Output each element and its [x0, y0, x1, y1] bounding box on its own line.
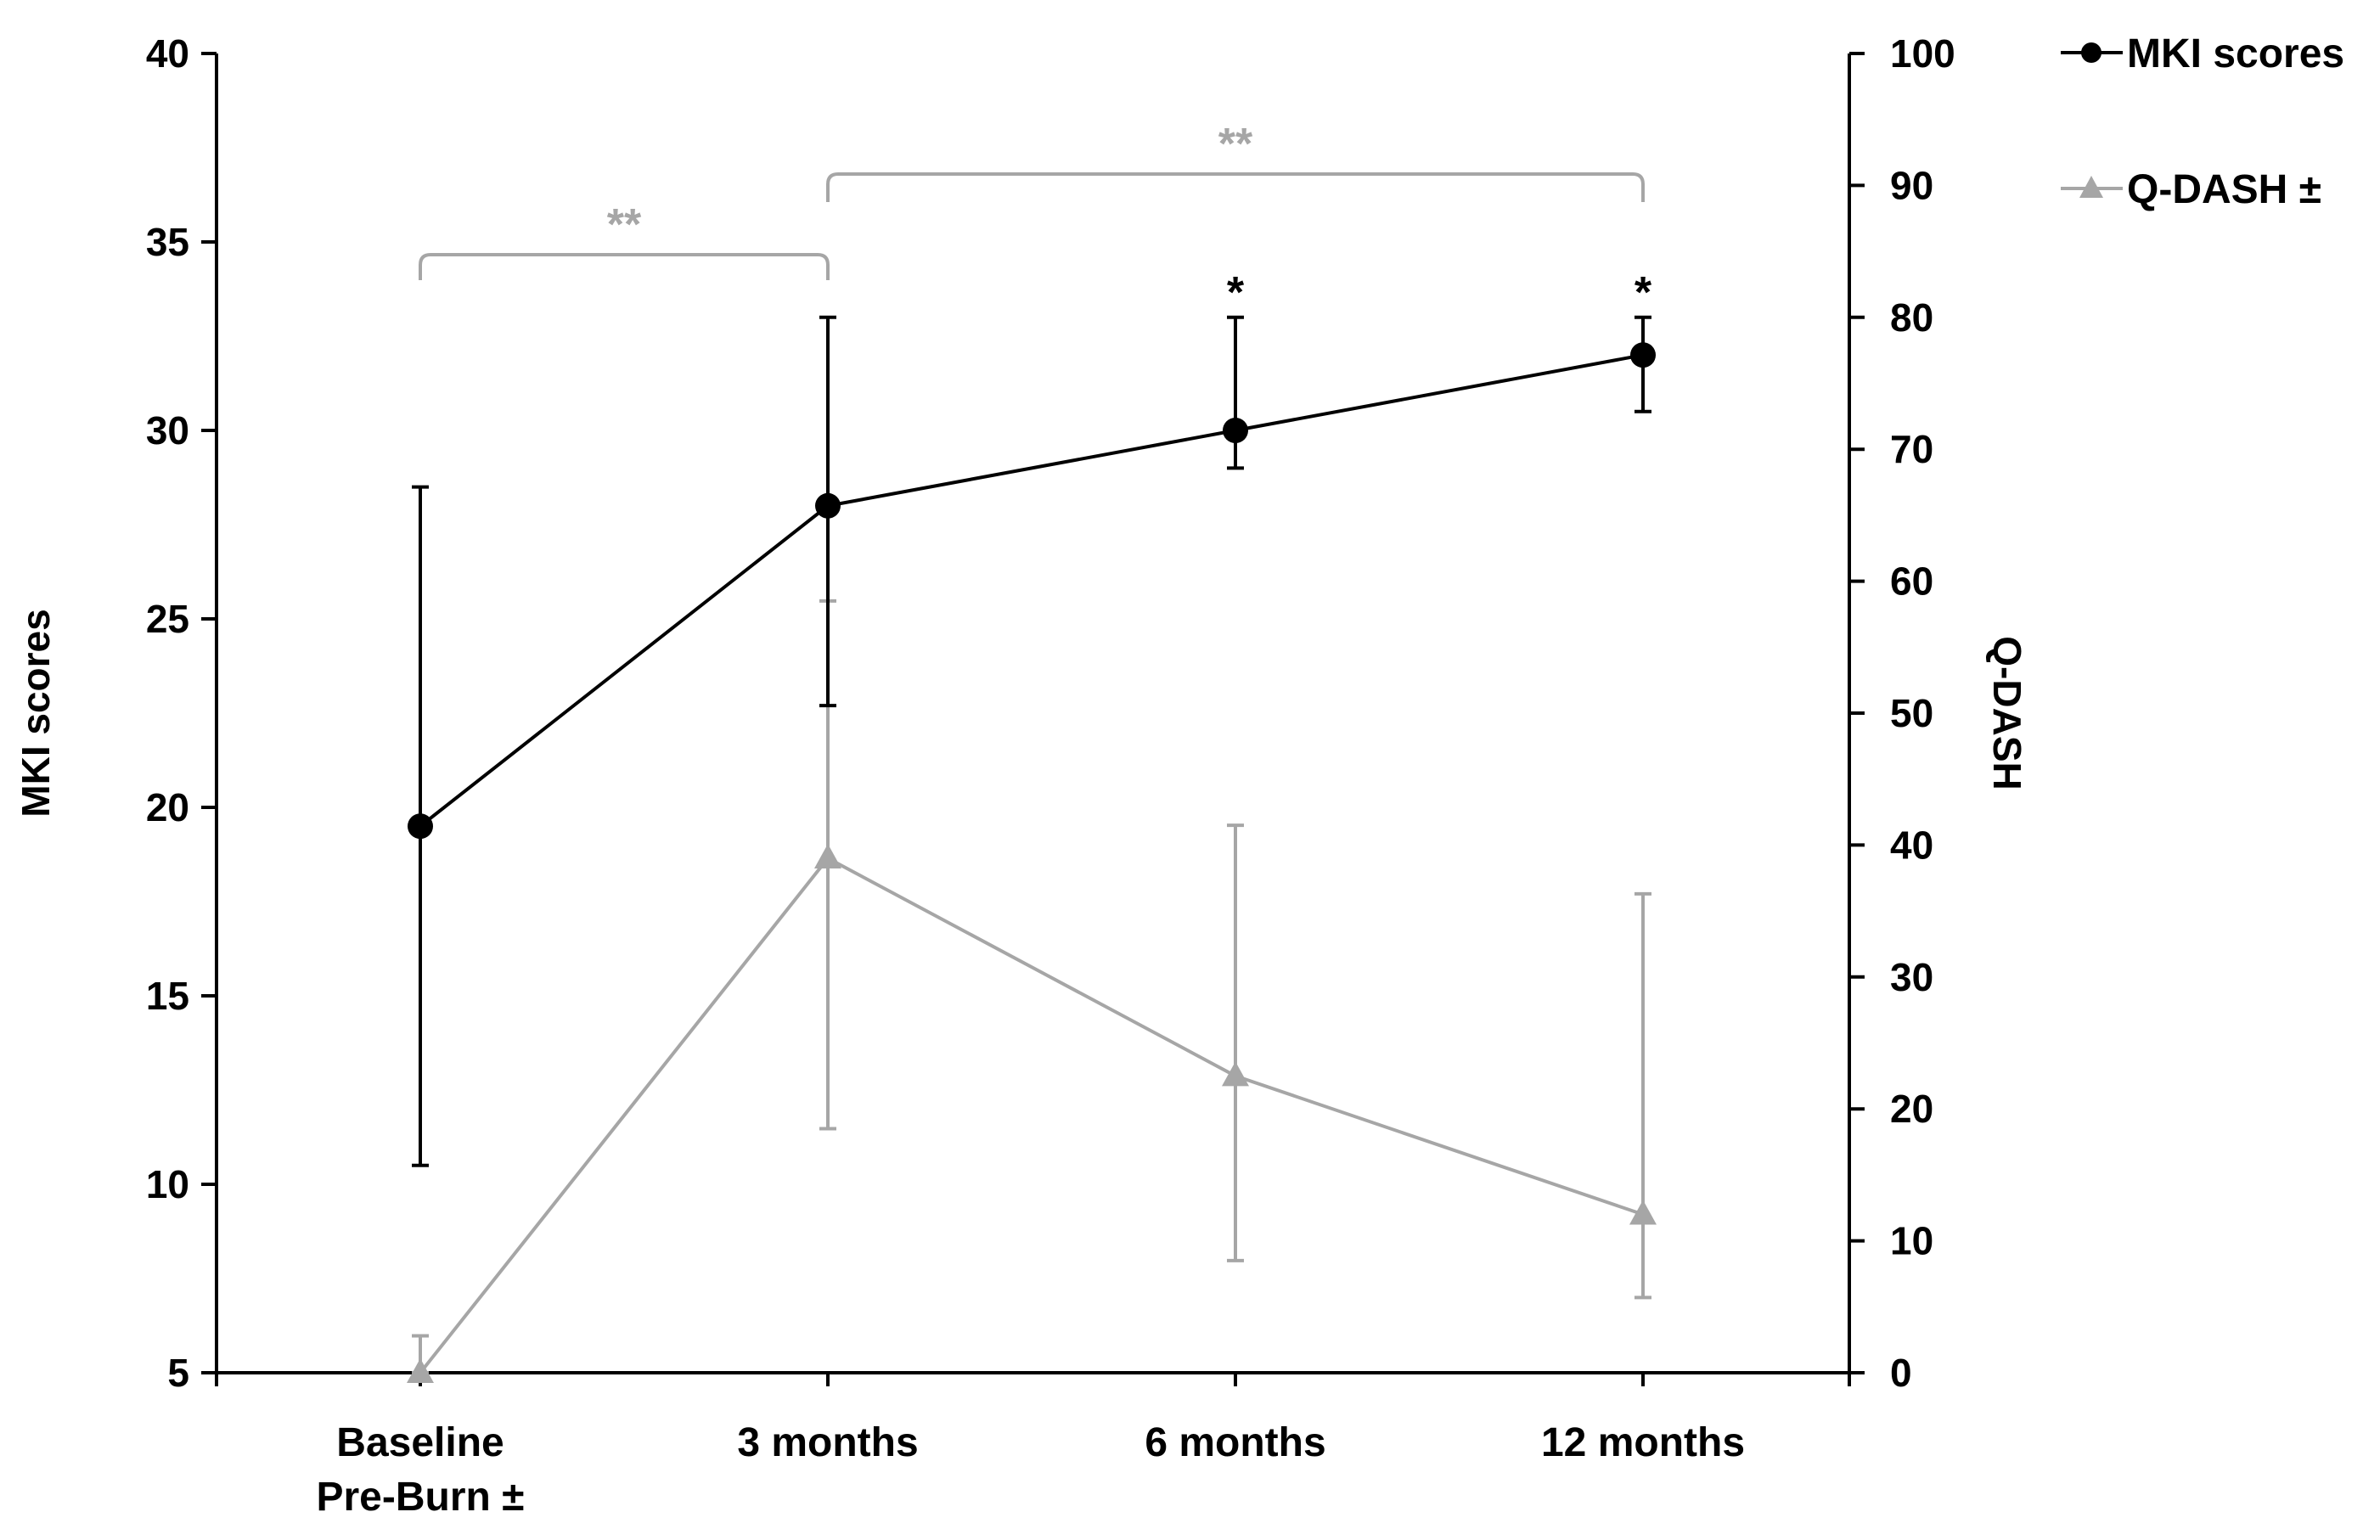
- y-right-tick-label: 100: [1890, 31, 1955, 76]
- y-right-tick-label: 10: [1890, 1219, 1933, 1263]
- data-point: [814, 843, 841, 868]
- y-left-tick-label: 35: [146, 220, 189, 264]
- y-right-tick-label: 80: [1890, 295, 1933, 340]
- data-point: [408, 813, 433, 840]
- y-right-tick-label: 90: [1890, 163, 1933, 207]
- x-tick-label: Baseline: [336, 1420, 504, 1465]
- y-right-tick-label: 70: [1890, 427, 1933, 471]
- bracket-label: **: [1218, 120, 1253, 169]
- axis-labels: MKI scores Q-DASH: [14, 609, 2029, 817]
- legend-label: Q-DASH ±: [2127, 167, 2321, 212]
- data-point: [1630, 342, 1656, 368]
- series-line: [419, 856, 1644, 1374]
- y-left-tick-label: 10: [146, 1162, 189, 1206]
- y-left-tick-label: 30: [146, 408, 189, 452]
- legend-item: Q-DASH ±: [2061, 167, 2321, 212]
- y-right-tick-label: 40: [1890, 823, 1933, 867]
- y-left-tick-label: 15: [146, 974, 189, 1018]
- series-qdash: [407, 599, 1657, 1383]
- x-tick-label: 12 months: [1541, 1420, 1745, 1465]
- y-axis-right-title: Q-DASH: [1985, 636, 2029, 790]
- data-point: [407, 1358, 434, 1383]
- axes: 5 10 15 20 25 30 35 40 0 10 20 30 40 50 60 70 80 90 100 Bas…: [146, 31, 1955, 1520]
- significance-brackets: ** **: [419, 120, 1645, 280]
- data-point: [815, 492, 841, 519]
- legend-label: MKI scores: [2127, 31, 2344, 76]
- data-point: [1629, 1200, 1657, 1225]
- series-line: [419, 353, 1644, 828]
- significance-bracket: [419, 253, 830, 280]
- y-right-tick-label: 30: [1890, 955, 1933, 999]
- bracket-label: **: [607, 200, 642, 250]
- y-left-tick-label: 5: [167, 1351, 189, 1395]
- significance-star: *: [1227, 268, 1245, 318]
- y-right-tick-label: 60: [1890, 559, 1933, 604]
- y-left-tick-label: 40: [146, 31, 189, 76]
- x-tick-label: 6 months: [1145, 1420, 1325, 1465]
- legend: MKI scores Q-DASH ±: [2061, 31, 2344, 212]
- y-left-tick-label: 20: [146, 785, 189, 829]
- significance-bracket: [826, 172, 1645, 202]
- y-right-tick-label: 0: [1890, 1351, 1912, 1395]
- y-axis-left-title: MKI scores: [14, 609, 58, 817]
- series-layer: * *: [407, 268, 1657, 1383]
- legend-marker: [2081, 42, 2101, 63]
- series-mki: [408, 315, 1656, 1167]
- y-right-tick-label: 20: [1890, 1087, 1933, 1131]
- y-right-tick-label: 50: [1890, 691, 1933, 735]
- legend-marker: [2079, 176, 2103, 198]
- data-point: [1222, 1061, 1249, 1087]
- y-left-tick-label: 25: [146, 597, 189, 641]
- x-tick-label: Pre-Burn ±: [316, 1475, 524, 1520]
- x-tick-label: 3 months: [737, 1420, 918, 1465]
- data-point: [1223, 418, 1248, 443]
- legend-item: MKI scores: [2061, 31, 2344, 76]
- significance-star: *: [1634, 268, 1652, 318]
